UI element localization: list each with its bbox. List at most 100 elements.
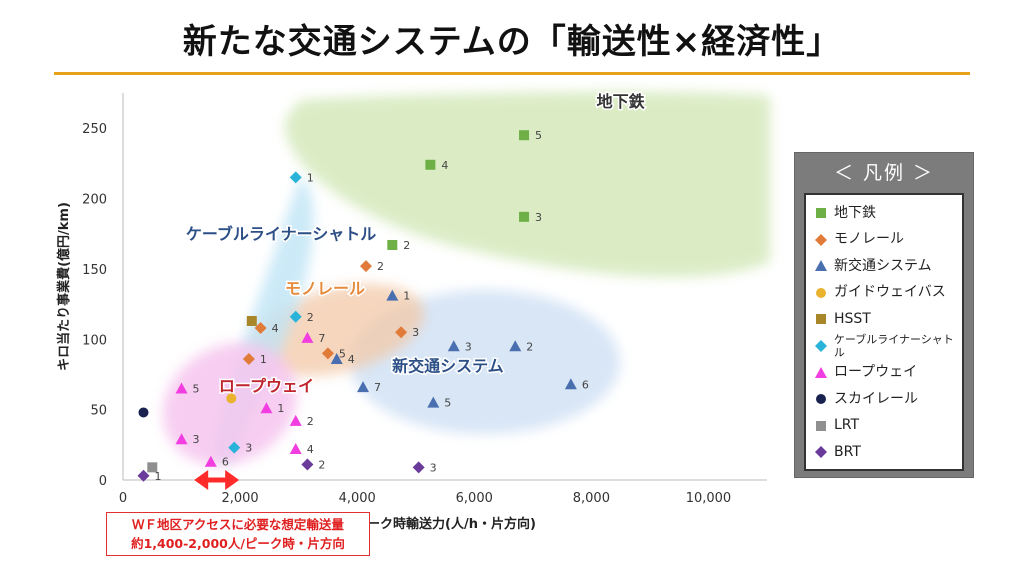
data-point (387, 239, 398, 250)
legend-title: ＜ 凡例 ＞ (833, 162, 935, 184)
legend-marker (816, 208, 826, 218)
data-point (427, 396, 440, 408)
legend-marker-icon (815, 233, 827, 246)
legend-label: スカイレール (834, 390, 918, 407)
data-point (246, 315, 257, 326)
x-tick-label: 8,000 (573, 491, 610, 506)
legend-item: 新交通システム (814, 254, 964, 278)
data-point (425, 159, 436, 170)
data-point (509, 340, 522, 352)
point-label: 4 (272, 322, 279, 335)
legend-marker-icon (816, 314, 826, 325)
point-label: 1 (154, 470, 161, 483)
point-label: 5 (444, 397, 451, 410)
region-blobs (162, 91, 770, 466)
region-label: ケーブルライナーシャトル (186, 224, 376, 243)
legend-label: モノレール (834, 231, 904, 248)
legend-label: ロープウェイ (834, 364, 918, 381)
region-label: ロープウェイ (219, 376, 314, 395)
callout-line-1: ＷＦ地区アクセスに必要な想定輸送量 (132, 517, 344, 532)
legend-marker (815, 366, 827, 378)
point-label: 6 (222, 456, 229, 469)
legend-marker-icon (815, 260, 827, 272)
range-arrow-right-head (225, 470, 240, 490)
point-label: 2 (403, 239, 410, 252)
point-label: 7 (318, 332, 325, 345)
legend-label: ケーブルライナーシャトル (833, 333, 954, 359)
point-label: 5 (193, 383, 200, 396)
legend-marker (816, 287, 826, 298)
point-label: 2 (526, 340, 533, 353)
legend-item: 地下鉄 (814, 201, 964, 225)
data-point (330, 352, 343, 364)
point-label: 3 (535, 211, 542, 224)
legend-item: HSST (814, 307, 964, 331)
point-label: 7 (374, 381, 381, 394)
point-label: 2 (318, 459, 325, 472)
demand-callout: ＷＦ地区アクセスに必要な想定輸送量 約1,400-2,000人/ピーク時・片方向 (106, 512, 370, 556)
data-point (289, 171, 302, 184)
point-label: 5 (339, 347, 346, 360)
legend-label: ガイドウェイバス (834, 284, 946, 301)
legend-item: ロープウェイ (814, 361, 964, 385)
point-label: 3 (412, 326, 419, 339)
data-point (175, 382, 188, 394)
region-ropeway (162, 342, 298, 466)
legend-marker-icon (816, 394, 826, 405)
data-point (519, 211, 530, 222)
y-tick-label: 150 (82, 263, 107, 278)
data-point (147, 462, 158, 473)
legend-marker (816, 314, 826, 325)
legend-list: 地下鉄モノレール新交通システム ガイドウェイバス HSST ケーブルライナーシャトルロ… (804, 193, 964, 471)
legend-marker-icon (815, 446, 827, 459)
region-subway (284, 91, 770, 278)
y-tick-label: 50 (90, 404, 107, 419)
data-point (254, 322, 267, 335)
y-tick-label: 0 (99, 474, 107, 489)
data-point (564, 378, 577, 390)
x-tick-label: 0 (119, 491, 127, 506)
data-point (412, 461, 425, 474)
data-point (242, 352, 255, 365)
legend-label: 新交通システム (834, 257, 932, 274)
point-label: 3 (193, 433, 200, 446)
point-label: 3 (430, 461, 437, 474)
legend-label: BRT (834, 443, 861, 460)
legend-item: スカイレール (814, 387, 964, 411)
legend-panel: ＜ 凡例 ＞ 地下鉄モノレール新交通システム ガイドウェイバス HSST ケーブルライ… (794, 152, 974, 478)
point-label: 1 (403, 290, 410, 303)
point-label: 2 (307, 311, 314, 324)
point-label: 4 (307, 443, 314, 456)
data-point (175, 433, 188, 445)
data-point (447, 340, 460, 352)
data-point (301, 458, 314, 471)
x-tick-label: 6,000 (456, 491, 493, 506)
data-point (228, 441, 241, 454)
x-tick-label: 2,000 (221, 491, 258, 506)
point-label: 6 (582, 378, 589, 391)
x-tick-label: 4,000 (339, 491, 376, 506)
legend-item: LRT (814, 414, 964, 438)
point-label: 1 (277, 402, 284, 415)
legend-label: LRT (834, 417, 860, 434)
callout-line-2: 約1,400-2,000人/ピーク時・片方向 (131, 536, 345, 551)
point-label: 1 (260, 353, 267, 366)
legend-marker (815, 260, 827, 272)
page-title: 新たな交通システムの「輸送性×経済性」 (182, 22, 842, 62)
y-tick-label: 250 (82, 122, 107, 137)
legend-item: ガイドウェイバス (814, 281, 964, 305)
x-tick-label: 10,000 (686, 491, 732, 506)
data-point (289, 310, 302, 323)
data-point (301, 331, 314, 343)
data-point (226, 393, 237, 404)
data-point (357, 381, 370, 393)
point-label: 4 (348, 353, 355, 366)
legend-label: 地下鉄 (834, 204, 876, 221)
point-label: 3 (465, 340, 472, 353)
data-point (359, 260, 372, 273)
legend-marker (815, 340, 827, 352)
region-label: 地下鉄 (597, 92, 645, 111)
data-point (321, 347, 334, 360)
point-label: 2 (377, 260, 384, 273)
data-point (204, 455, 217, 467)
